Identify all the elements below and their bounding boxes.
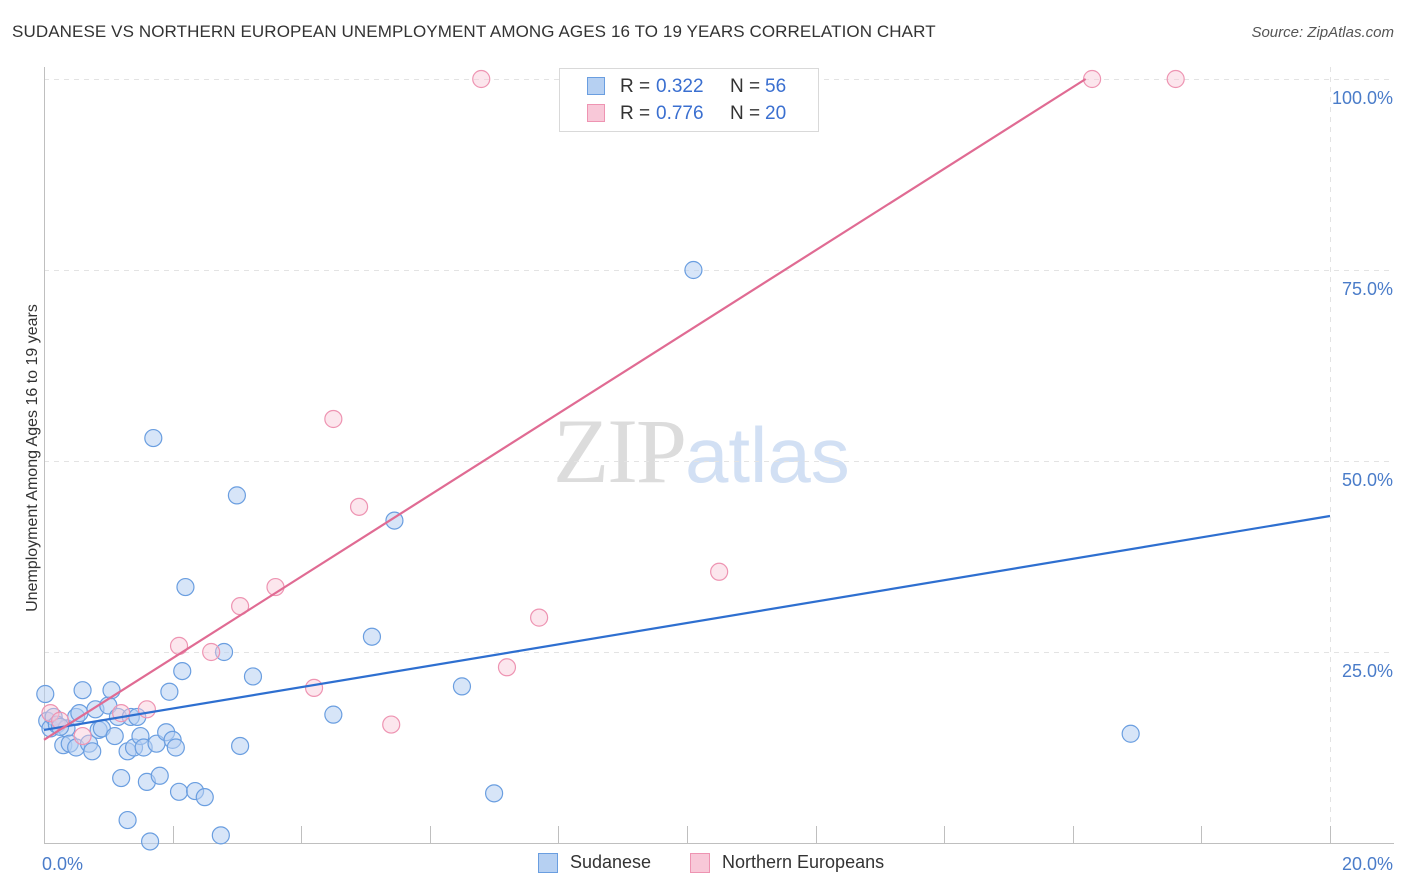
r-label: R = [620, 76, 651, 97]
northern-point [1082, 69, 1102, 89]
sudanese-point [214, 642, 234, 662]
sudanese-point [83, 742, 102, 761]
sudanese-point [485, 784, 504, 803]
legend-label-northern: Northern Europeans [722, 852, 885, 872]
sudanese-point [385, 511, 404, 530]
sudanese-point [227, 486, 246, 505]
sudanese-point [324, 705, 343, 724]
northern-point [710, 562, 729, 581]
x-tick-label: 20.0% [1342, 854, 1393, 874]
sudanese-point [195, 788, 214, 807]
grid-lines [44, 67, 1394, 843]
northern-trendline [43, 78, 1087, 741]
northern-point [41, 704, 60, 723]
northern-point [472, 69, 491, 89]
sudanese-point [150, 766, 169, 785]
northern-point [169, 636, 189, 655]
sudanese-point [112, 768, 131, 788]
sudanese-point [684, 260, 703, 280]
sudanese-point [140, 832, 160, 851]
sudanese-point [36, 684, 55, 704]
watermark-atlas: atlas [685, 411, 850, 499]
sudanese-point [211, 826, 230, 845]
northern-points [41, 69, 1185, 746]
n-value: 56 [765, 76, 787, 97]
x-tick-label: 0.0% [42, 854, 83, 874]
sudanese-point [231, 736, 250, 756]
r-label: R = [620, 103, 651, 124]
northern-point [304, 678, 324, 698]
northern-swatch [587, 104, 605, 122]
sudanese-point [169, 782, 189, 801]
legend-label-sudanese: Sudanese [570, 852, 652, 872]
northern-point [349, 497, 369, 516]
sudanese-point [1121, 724, 1140, 743]
sudanese-point [176, 577, 195, 597]
northern-point [202, 642, 221, 662]
sudanese-point [118, 810, 137, 830]
source-label: Source: ZipAtlas.com [1251, 24, 1394, 41]
r-value: 0.776 [656, 103, 704, 124]
sudanese-point [105, 726, 124, 746]
correlation-legend: R = 0.322 N = 56 R = 0.776 N = 20 [559, 68, 819, 132]
y-tick-label: 100.0% [1332, 88, 1393, 108]
northern-point [1166, 69, 1185, 89]
y-tick-label: 25.0% [1342, 661, 1393, 681]
y-tick-label: 75.0% [1342, 279, 1393, 299]
sudanese-point [452, 677, 472, 696]
watermark-zip: ZIP [553, 400, 687, 502]
northern-point [324, 409, 343, 429]
tick-labels: 25.0% 50.0% 75.0% 100.0% 0.0% 20.0% [42, 88, 1393, 874]
northern-point [137, 700, 156, 719]
sudanese-legend-swatch [538, 853, 558, 873]
watermark: ZIPatlas [553, 398, 850, 504]
trendlines [43, 78, 1331, 741]
n-label: N = [730, 103, 761, 124]
sudanese-point [160, 682, 179, 701]
sudanese-point [144, 428, 163, 448]
y-axis-label: Unemployment Among Ages 16 to 19 years [24, 304, 41, 612]
chart-title: SUDANESE VS NORTHERN EUROPEAN UNEMPLOYME… [12, 22, 936, 41]
axes [44, 67, 1394, 844]
northern-point [530, 608, 549, 627]
sudanese-point [166, 738, 185, 757]
sudanese-swatch [587, 77, 605, 95]
northern-point [497, 658, 517, 677]
sudanese-point [243, 667, 263, 686]
northern-point [382, 715, 401, 734]
n-value: 20 [765, 103, 787, 124]
sudanese-point [173, 661, 192, 681]
northern-point [73, 726, 92, 746]
sudanese-point [73, 681, 92, 700]
r-value: 0.322 [656, 76, 704, 97]
northern-legend-swatch [690, 853, 710, 873]
y-tick-label: 50.0% [1342, 470, 1393, 490]
n-label: N = [730, 76, 761, 97]
sudanese-point [362, 627, 382, 646]
sudanese-trendline [43, 514, 1331, 732]
sudanese-points [36, 260, 1140, 851]
